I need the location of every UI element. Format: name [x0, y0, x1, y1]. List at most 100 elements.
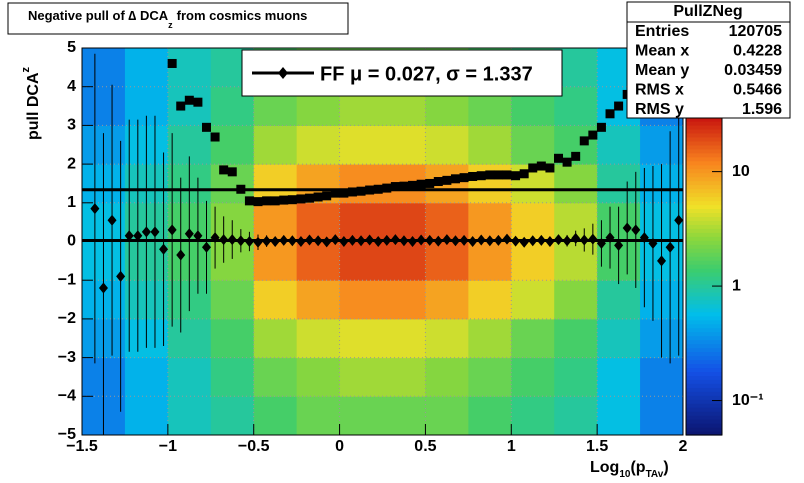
data-point: [468, 236, 478, 247]
color-bar-step: [686, 276, 722, 281]
heat-cell: [296, 280, 341, 320]
heat-cell: [425, 318, 469, 359]
stats-value: 120705: [729, 23, 782, 40]
heat-cell: [382, 125, 426, 165]
color-bar-step: [686, 172, 722, 178]
heat-cell: [167, 86, 212, 126]
color-bar-step: [686, 164, 722, 170]
data-point: [554, 234, 564, 246]
data-point: [485, 235, 495, 247]
heat-cell: [382, 202, 426, 242]
heat-cell: [468, 202, 512, 242]
data-point: [236, 235, 246, 247]
color-bar-step: [686, 335, 722, 341]
data-point: [390, 234, 400, 246]
heat-cell: [339, 125, 383, 165]
heat-cell: [511, 241, 555, 281]
color-bar-step: [686, 200, 722, 206]
color-bar-step: [686, 363, 722, 369]
x-tick-label: −0.5: [238, 438, 270, 455]
plot-frame: [81, 47, 684, 436]
data-point: [519, 236, 529, 248]
z-tick-label: 10: [732, 163, 750, 180]
x-label-part: TAv: [646, 469, 664, 480]
heat-cell: [554, 164, 598, 204]
title-end: from cosmics muons: [177, 8, 308, 23]
color-bar-step: [686, 256, 722, 261]
color-bar-step: [686, 319, 722, 325]
title-sub: z: [168, 20, 173, 30]
data-point: [365, 234, 375, 246]
data-point: [98, 282, 108, 294]
y-tick-label: 1: [67, 194, 76, 211]
data-point: [279, 195, 289, 205]
x-label-part: Log: [590, 459, 619, 476]
data-point: [571, 232, 581, 244]
color-bar-step: [686, 423, 722, 428]
data-point: [528, 235, 538, 247]
data-point: [511, 235, 521, 247]
data-point: [201, 122, 211, 132]
heat-cell: [597, 280, 641, 320]
color-bar-step: [686, 264, 722, 269]
data-point: [614, 239, 624, 251]
data-point: [622, 222, 632, 234]
data-point: [322, 236, 332, 248]
x-tick-label: 1.5: [586, 438, 608, 455]
color-bar-step: [686, 311, 722, 317]
heat-cell: [339, 241, 383, 281]
data-point: [219, 234, 229, 246]
color-bar-step: [686, 268, 722, 273]
heat-cell: [124, 357, 169, 397]
data-point: [536, 234, 546, 246]
heat-cell: [597, 318, 641, 359]
color-bar-step: [686, 240, 722, 245]
color-bar-step: [686, 327, 722, 333]
heat-cell: [468, 125, 512, 165]
data-point: [493, 234, 503, 246]
color-bar-step: [686, 339, 722, 345]
data-point: [201, 241, 211, 253]
heat-cell: [210, 280, 255, 320]
color-bar-step: [686, 224, 722, 229]
data-point: [339, 236, 349, 247]
heat-cell: [640, 125, 683, 165]
x-tick-label: 1: [507, 438, 516, 455]
color-bar-step: [686, 383, 722, 388]
color-bar-step: [686, 220, 722, 225]
data-point: [554, 153, 564, 163]
color-bar-step: [686, 399, 722, 404]
data-point: [167, 224, 177, 236]
heat-cell: [382, 318, 426, 359]
color-bar-step: [686, 331, 722, 337]
color-bar-step: [686, 148, 722, 154]
data-point: [236, 184, 246, 194]
y-tick-label: −5: [58, 426, 76, 443]
y-tick-label: 2: [67, 155, 76, 172]
color-bar-step: [686, 419, 722, 424]
color-bar-step: [686, 431, 722, 436]
heat-cell: [82, 86, 126, 126]
stats-label: Mean y: [635, 62, 689, 79]
heat-cell: [468, 318, 512, 359]
color-bar-step: [686, 279, 722, 285]
legend: FF μ = 0.027, σ = 1.337: [241, 49, 563, 97]
title-main: Negative pull of ∆ DCA: [28, 8, 169, 23]
data-point: [313, 192, 323, 202]
data-point: [133, 230, 143, 242]
color-bar-step: [686, 156, 722, 162]
data-point: [433, 177, 443, 187]
data-point: [562, 157, 572, 167]
color-bar-step: [686, 252, 722, 257]
color-bar-step: [686, 415, 722, 420]
heat-cell: [167, 396, 212, 435]
data-point: [330, 234, 340, 246]
heat-cell: [253, 241, 298, 281]
heat-cell: [210, 125, 255, 165]
x-tick-label: 0: [335, 438, 344, 455]
stats-label: Entries: [635, 23, 689, 40]
heat-cell: [167, 318, 212, 359]
color-bar-step: [686, 208, 722, 213]
data-point: [545, 163, 555, 173]
data-point: [244, 196, 254, 206]
